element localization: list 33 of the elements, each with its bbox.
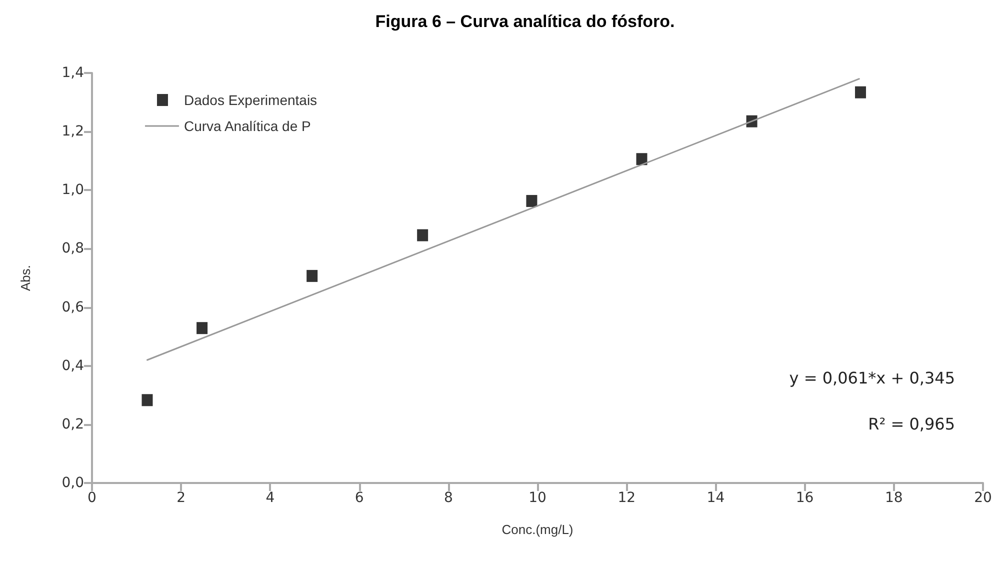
x-tick-label: 8 bbox=[444, 490, 453, 506]
x-tick-label: 18 bbox=[884, 490, 903, 506]
legend-label: Curva Analítica de P bbox=[184, 118, 311, 134]
x-tick-label: 20 bbox=[974, 490, 992, 506]
y-tick-label: 1,2 bbox=[62, 124, 84, 140]
y-tick-label: 0,2 bbox=[62, 416, 84, 432]
point bbox=[417, 229, 428, 242]
y-axis-title: Abs. bbox=[18, 264, 33, 292]
y-tick-label: 0,6 bbox=[62, 299, 84, 316]
point bbox=[854, 86, 866, 98]
annotation: R² = 0,965 bbox=[868, 414, 956, 434]
y-tick-label: 0,4 bbox=[62, 358, 84, 374]
x-tick-label: 10 bbox=[528, 490, 546, 506]
y-tick-label: 0,8 bbox=[62, 240, 84, 257]
y-tick-label: 1,0 bbox=[62, 182, 84, 198]
x-tick-label: 6 bbox=[354, 490, 364, 506]
y-tick-label: 0,0 bbox=[62, 475, 84, 491]
point bbox=[636, 153, 648, 166]
x-tick-label: 0 bbox=[88, 490, 96, 506]
point bbox=[142, 394, 153, 406]
point bbox=[526, 194, 538, 207]
point bbox=[196, 322, 208, 334]
x-tick-label: 16 bbox=[796, 490, 814, 506]
annotation: y = 0,061*x + 0,345 bbox=[789, 368, 955, 388]
x-tick-label: 2 bbox=[176, 490, 186, 506]
point bbox=[306, 270, 318, 282]
x-axis-title: Conc.(mg/L) bbox=[502, 522, 574, 537]
legend-label: Dados Experimentais bbox=[184, 92, 318, 108]
x-tick-label: 12 bbox=[618, 490, 636, 506]
x-tick-label: 14 bbox=[706, 490, 725, 506]
chart-title: Figura 6 – Curva analítica do fósforo. bbox=[375, 12, 675, 31]
y-tick-label: 1,4 bbox=[62, 65, 84, 81]
x-tick-label: 4 bbox=[266, 490, 275, 506]
